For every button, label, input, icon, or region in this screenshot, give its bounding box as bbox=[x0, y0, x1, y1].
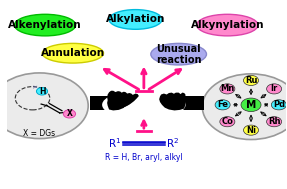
Bar bbox=[183, 96, 204, 110]
Circle shape bbox=[243, 125, 259, 135]
Circle shape bbox=[0, 73, 88, 139]
Ellipse shape bbox=[14, 14, 76, 36]
Text: $\mathsf{R^2}$: $\mathsf{R^2}$ bbox=[166, 136, 179, 150]
Text: Ni: Ni bbox=[246, 126, 256, 135]
Circle shape bbox=[243, 75, 259, 85]
Circle shape bbox=[220, 84, 235, 94]
Circle shape bbox=[267, 84, 282, 94]
Text: M: M bbox=[246, 100, 256, 110]
Circle shape bbox=[271, 100, 286, 110]
Circle shape bbox=[241, 98, 261, 112]
Text: X = DGs: X = DGs bbox=[24, 129, 56, 138]
Circle shape bbox=[267, 117, 282, 127]
Ellipse shape bbox=[151, 43, 206, 65]
Text: $\mathsf{R^1}$: $\mathsf{R^1}$ bbox=[108, 136, 122, 150]
Text: H: H bbox=[39, 87, 45, 96]
Text: Alkylation: Alkylation bbox=[106, 14, 165, 24]
Polygon shape bbox=[107, 91, 139, 110]
Text: Fe: Fe bbox=[217, 100, 228, 109]
Text: Unusual
reaction: Unusual reaction bbox=[156, 44, 201, 65]
Circle shape bbox=[202, 74, 287, 139]
Text: Co: Co bbox=[221, 117, 233, 126]
Text: Pd: Pd bbox=[273, 100, 285, 109]
Text: X: X bbox=[67, 109, 72, 118]
Circle shape bbox=[36, 88, 48, 95]
Ellipse shape bbox=[102, 90, 186, 120]
Text: Rh: Rh bbox=[268, 117, 280, 126]
Ellipse shape bbox=[109, 10, 162, 29]
Polygon shape bbox=[159, 93, 186, 110]
Text: Alkynylation: Alkynylation bbox=[191, 20, 264, 30]
Bar bbox=[90, 96, 110, 110]
Circle shape bbox=[220, 117, 235, 127]
Circle shape bbox=[63, 110, 75, 118]
Ellipse shape bbox=[42, 43, 104, 63]
Polygon shape bbox=[124, 96, 165, 112]
Text: Annulation: Annulation bbox=[41, 48, 105, 58]
Text: Ru: Ru bbox=[245, 76, 257, 85]
Text: R = H, Br, aryl, alkyl: R = H, Br, aryl, alkyl bbox=[105, 153, 183, 162]
Circle shape bbox=[215, 100, 230, 110]
Text: ✂: ✂ bbox=[33, 85, 37, 90]
Ellipse shape bbox=[197, 14, 258, 36]
Text: Ir: Ir bbox=[270, 84, 278, 93]
Text: Alkenylation: Alkenylation bbox=[8, 20, 82, 30]
Text: Mn: Mn bbox=[220, 84, 234, 93]
